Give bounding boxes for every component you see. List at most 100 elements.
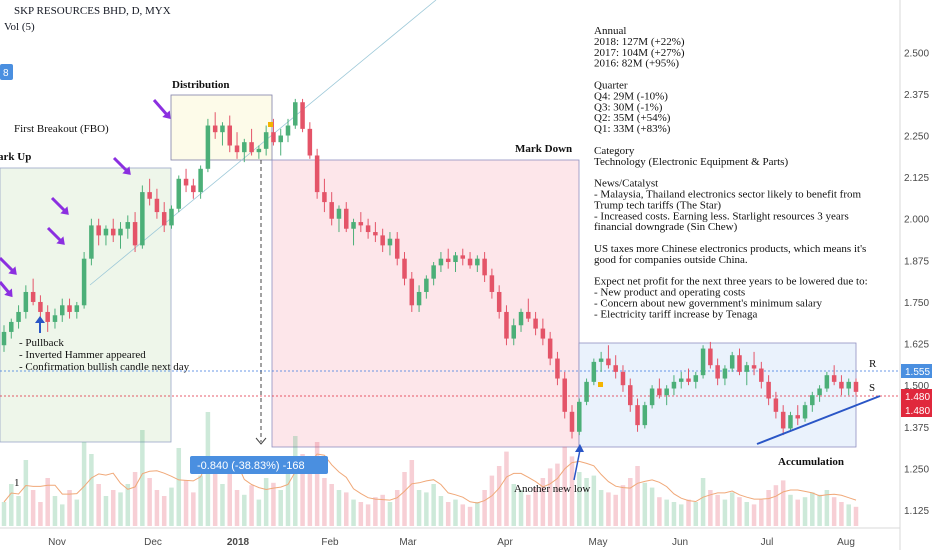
- volume-bar-0: [1, 502, 7, 526]
- pullback-note-1: - Pullback: [19, 337, 64, 349]
- candle-body-38: [278, 135, 283, 143]
- resistance-price-tag: 1.555: [901, 364, 932, 378]
- price-tick-5: 1.875: [904, 256, 929, 267]
- resistance-price-label: 1.555: [905, 367, 930, 378]
- candle-body-21: [154, 198, 160, 213]
- volume-bar-44: [322, 478, 327, 526]
- candle-body-83: [606, 358, 611, 366]
- candle-body-100: [729, 355, 735, 369]
- candle-body-7: [52, 315, 58, 322]
- time-tick-9: Aug: [837, 537, 855, 548]
- candle-body-99: [722, 368, 728, 379]
- note-line-20: US taxes more Chinese electronics produc…: [594, 243, 866, 255]
- projection-line: [89, 0, 437, 286]
- volume-bar-14: [103, 496, 109, 526]
- volume-bar-3: [23, 460, 29, 526]
- candle-body-104: [759, 368, 764, 382]
- candle-body-50: [365, 225, 371, 233]
- volume-bar-48: [351, 499, 356, 526]
- volume-bar-82: [598, 490, 604, 526]
- volume-bar-12: [89, 454, 94, 526]
- candle-body-26: [191, 185, 196, 193]
- volume-bar-76: [555, 463, 560, 526]
- volume-bar-13: [96, 484, 101, 526]
- volume-bar-20: [147, 478, 152, 526]
- candle-body-73: [533, 318, 538, 329]
- candle-body-66: [482, 258, 487, 276]
- volume-bar-57: [416, 490, 422, 526]
- volume-bar-96: [700, 478, 706, 526]
- volume-bar-29: [212, 460, 218, 526]
- candle-body-57: [416, 291, 422, 306]
- volume-bar-53: [387, 502, 393, 526]
- candle-body-44: [322, 192, 327, 203]
- volume-bar-59: [431, 484, 436, 526]
- candle-body-19: [140, 192, 145, 246]
- candle-body-24: [176, 178, 182, 209]
- candle-body-31: [227, 125, 233, 146]
- volume-bar-46: [336, 490, 342, 526]
- volume-bar-75: [547, 468, 553, 526]
- candle-body-113: [824, 375, 830, 389]
- candle-body-64: [467, 258, 473, 266]
- note-line-21: good for companies outside China.: [594, 254, 748, 266]
- volume-bar-33: [242, 494, 247, 526]
- note-line-14: News/Catalyst: [594, 178, 658, 190]
- current-price-label: 1.480: [905, 392, 930, 403]
- note-line-12: Technology (Electronic Equipment & Parts…: [594, 156, 788, 168]
- volume-bar-78: [569, 456, 575, 526]
- candle-body-25: [183, 178, 189, 186]
- volume-bar-65: [475, 502, 480, 526]
- volume-bar-51: [373, 497, 378, 526]
- volume-bar-69: [504, 451, 509, 526]
- candle-body-13: [96, 225, 101, 236]
- price-tick-3: 2.125: [904, 173, 929, 184]
- price-axis[interactable]: 2.500 2.375 2.250 2.125 2.000 1.875 1.750 1.625…: [904, 48, 929, 517]
- time-tick-5: Apr: [497, 537, 513, 548]
- candle-body-18: [132, 222, 138, 246]
- volume-bar-39: [285, 472, 291, 526]
- volume-bar-55: [402, 472, 407, 526]
- left-badge-label: 8: [3, 68, 9, 79]
- candle-body-33: [242, 142, 247, 153]
- measure-tag[interactable]: -0.840 (-38.83%) -168: [190, 456, 328, 474]
- candle-body-105: [766, 381, 771, 399]
- volume-bar-58: [424, 492, 429, 526]
- candle-body-30: [220, 125, 225, 133]
- candle-body-108: [788, 415, 793, 429]
- purple-arrow-icon-2: [50, 196, 69, 215]
- time-tick-4: Mar: [399, 537, 417, 548]
- candle-body-103: [751, 365, 757, 369]
- candle-body-87: [635, 405, 640, 426]
- time-axis[interactable]: Nov Dec 2018 Feb Mar Apr May Jun Jul Aug: [48, 537, 855, 548]
- volume-bar-81: [591, 475, 597, 526]
- volume-bar-104: [759, 499, 764, 526]
- volume-bar-19: [140, 430, 145, 526]
- volume-bar-60: [438, 496, 444, 526]
- candle-body-79: [577, 401, 582, 432]
- candle-body-65: [475, 258, 480, 266]
- candle-body-94: [686, 378, 691, 382]
- candle-body-58: [424, 278, 429, 292]
- volume-bar-7: [52, 496, 58, 526]
- candle-body-96: [700, 348, 706, 376]
- chart-title: SKP RESOURCES BHD, D, MYX: [14, 5, 171, 17]
- candle-body-42: [307, 128, 313, 156]
- note-line-3: 2016: 82M (+95%): [594, 58, 679, 70]
- candle-body-91: [664, 388, 669, 396]
- candle-body-29: [212, 125, 218, 133]
- candle-body-49: [358, 222, 364, 226]
- support-s-label: S: [869, 382, 875, 394]
- volume-bar-116: [846, 504, 851, 526]
- volume-bar-61: [445, 502, 451, 526]
- volume-bar-26: [191, 492, 196, 526]
- candle-body-34: [249, 142, 254, 153]
- resistance-r-label: R: [869, 358, 877, 370]
- time-tick-6: May: [589, 537, 608, 548]
- left-badge[interactable]: [0, 64, 13, 80]
- accumulation-label: Accumulation: [778, 456, 844, 468]
- volume-marker-label: 1: [14, 477, 20, 489]
- note-line-18: financial downgrade (Sin Chew): [594, 221, 738, 233]
